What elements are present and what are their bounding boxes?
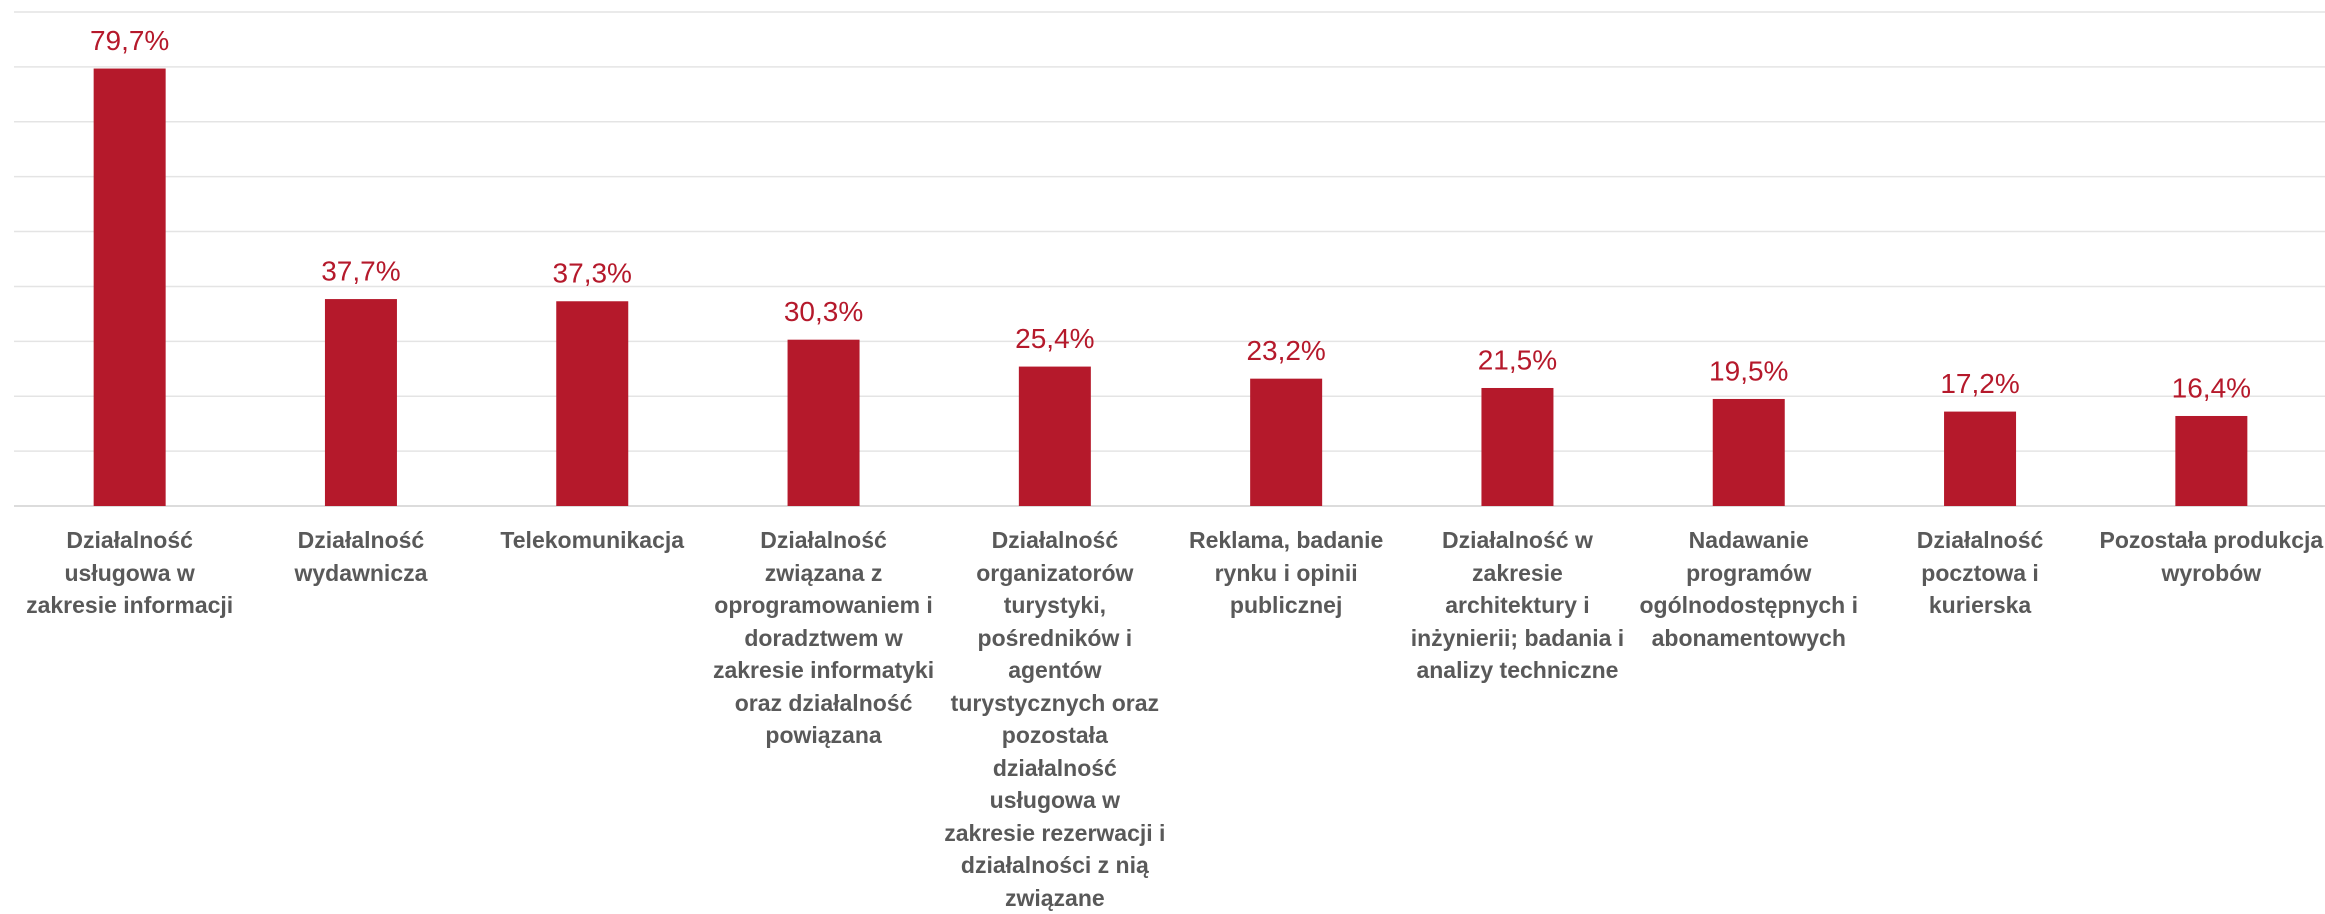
x-tick-label: Działalność organizatorów turystyki, poś…: [944, 527, 1166, 911]
value-label: 25,4%: [1015, 323, 1094, 354]
x-tick-label: Nadawanie programów ogólnodostępnych i a…: [1639, 527, 1859, 651]
value-label: 37,3%: [553, 258, 632, 289]
value-label: 79,7%: [90, 25, 169, 56]
x-tick-label: Reklama, badanie rynku i opinii publiczn…: [1188, 527, 1384, 618]
value-label: 37,7%: [321, 255, 400, 286]
x-tick-label: Działalność usługowa w zakresie informac…: [26, 527, 234, 618]
x-tick-label: Działalność związana z oprogramowaniem i…: [712, 527, 935, 748]
x-tick-label: Działalność w zakresie architektury i in…: [1410, 527, 1625, 683]
value-label: 17,2%: [1940, 368, 2019, 399]
value-label: 23,2%: [1246, 335, 1325, 366]
x-tick-label: Pozostała produkcja wyrobów: [2099, 527, 2324, 586]
bar: [1712, 398, 1785, 506]
x-tick-label: Telekomunikacja: [500, 527, 685, 553]
bar: [1481, 387, 1554, 506]
bar: [1250, 378, 1323, 506]
value-label: 16,4%: [2172, 372, 2251, 403]
bar: [324, 299, 397, 506]
bar: [556, 301, 629, 506]
x-tick-label: Działalność pocztowa i kurierska: [1916, 527, 2044, 618]
bar: [2175, 415, 2248, 506]
value-label: 19,5%: [1709, 355, 1788, 386]
value-label: 21,5%: [1478, 344, 1557, 375]
value-label: 30,3%: [784, 296, 863, 327]
bar: [787, 339, 860, 506]
x-tick-label: Działalność wydawnicza: [294, 527, 428, 586]
bar: [93, 68, 166, 506]
bar: [1944, 411, 2017, 506]
bar: [1018, 366, 1091, 506]
